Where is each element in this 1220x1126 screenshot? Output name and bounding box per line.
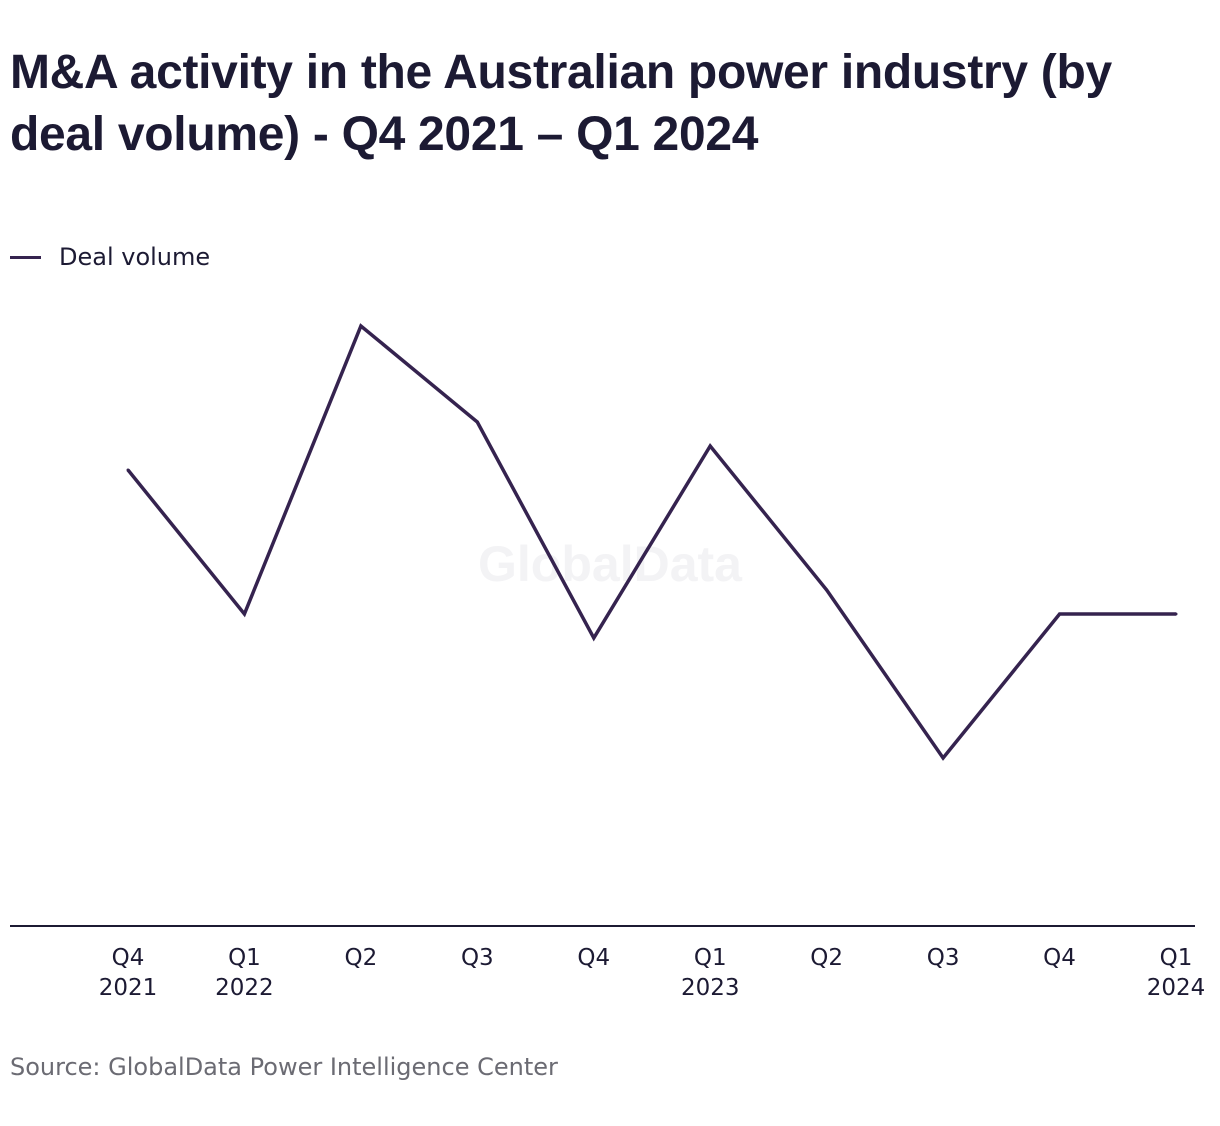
data-point: [126, 468, 130, 472]
x-tick-label: Q2: [810, 945, 843, 971]
data-point: [1174, 612, 1178, 616]
data-point: [475, 420, 479, 424]
x-tick-label: Q3: [461, 945, 494, 971]
x-tick-label: Q1 2024: [1147, 945, 1206, 1001]
data-point: [1058, 612, 1062, 616]
data-point: [242, 612, 246, 616]
data-point: [941, 756, 945, 760]
series-line-deal-volume: [126, 323, 1176, 761]
x-tick-label: Q4: [577, 945, 610, 971]
x-tick-label: Q1 2022: [215, 945, 274, 1001]
chart-title: M&A activity in the Australian power ind…: [10, 46, 1112, 161]
watermark: GlobalData: [478, 536, 742, 592]
x-tick-label: Q3: [927, 945, 960, 971]
legend-label-deal-volume: Deal volume: [59, 243, 211, 271]
plot-area: [126, 323, 1178, 761]
x-tick-label: Q2: [345, 945, 378, 971]
data-point: [359, 324, 363, 328]
data-point: [592, 636, 596, 640]
data-point: [708, 444, 712, 448]
legend-line-swatch: [10, 255, 41, 259]
chart-legend: Deal volume: [10, 241, 210, 273]
x-tick-label: Q4 2021: [99, 945, 158, 1001]
data-point: [825, 588, 829, 592]
x-tick-label: Q1 2023: [681, 945, 740, 1001]
x-tick-label: Q4: [1043, 945, 1076, 971]
x-axis-ticks: Q4 2021 Q1 2022 Q2 Q3 Q4 Q1 2023 Q2 Q3 Q4 Q1 2024: [99, 945, 1206, 1001]
source-note: Source: GlobalData Power Intelligence Ce…: [10, 1053, 558, 1081]
